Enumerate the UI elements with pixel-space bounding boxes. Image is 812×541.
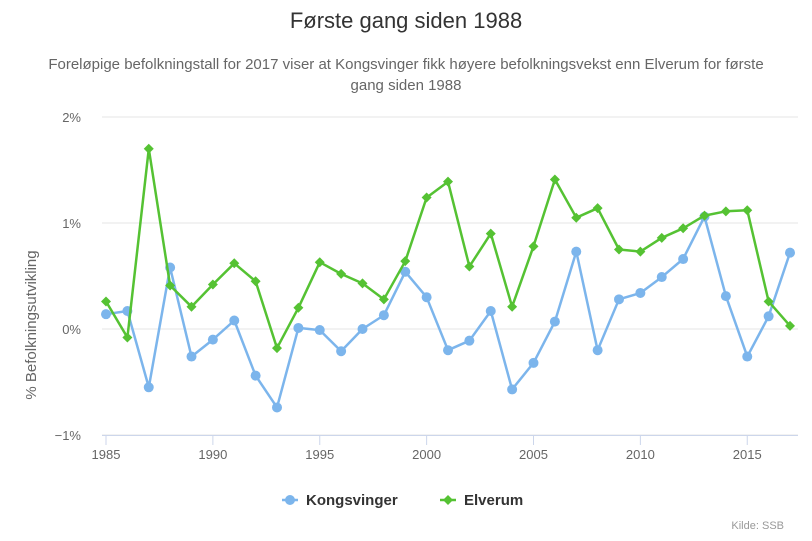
data-point[interactable]: [357, 278, 368, 289]
credits[interactable]: Kilde: SSB: [731, 520, 784, 532]
x-tick-label: 2005: [519, 447, 548, 462]
data-point[interactable]: [678, 254, 689, 265]
data-point[interactable]: [357, 324, 368, 334]
data-point[interactable]: [485, 228, 496, 239]
data-point[interactable]: [720, 291, 731, 302]
data-point[interactable]: [314, 257, 325, 268]
x-tick-label: 2015: [733, 447, 762, 462]
data-point[interactable]: [207, 334, 218, 345]
data-point[interactable]: [421, 292, 432, 303]
data-point[interactable]: [400, 266, 411, 277]
y-tick-label: 0%: [62, 322, 81, 337]
legend-item-elverum[interactable]: Elverum: [440, 492, 523, 509]
data-point[interactable]: [101, 309, 111, 320]
data-point[interactable]: [207, 279, 218, 290]
data-point[interactable]: [293, 302, 304, 313]
data-point[interactable]: [464, 335, 475, 346]
data-point[interactable]: [614, 244, 624, 255]
data-point[interactable]: [229, 258, 240, 269]
data-point[interactable]: [464, 261, 475, 272]
series-kongsvinger[interactable]: [101, 211, 795, 413]
data-point[interactable]: [143, 382, 154, 393]
data-point[interactable]: [635, 246, 646, 257]
data-point[interactable]: [763, 296, 774, 307]
data-point[interactable]: [742, 205, 753, 216]
x-tick-label: 1985: [92, 447, 121, 462]
grid-lines: [102, 116, 798, 436]
chart-title: Første gang siden 1988: [289, 8, 523, 33]
data-point[interactable]: [485, 305, 496, 316]
y-tick-label: 2%: [62, 110, 81, 125]
data-point[interactable]: [571, 246, 582, 257]
legend-marker: [285, 495, 295, 505]
data-point[interactable]: [656, 272, 667, 283]
data-point[interactable]: [400, 256, 411, 267]
data-point[interactable]: [528, 357, 539, 368]
data-point[interactable]: [678, 223, 689, 234]
data-point[interactable]: [293, 322, 304, 333]
data-point[interactable]: [186, 351, 197, 362]
data-point[interactable]: [272, 343, 282, 354]
data-point[interactable]: [272, 402, 282, 413]
data-point[interactable]: [549, 316, 560, 327]
data-point[interactable]: [443, 176, 453, 187]
x-tick-label: 2010: [626, 447, 655, 462]
data-point[interactable]: [229, 315, 240, 326]
data-point[interactable]: [443, 345, 453, 356]
x-tick-label: 2000: [412, 447, 441, 462]
data-point[interactable]: [143, 143, 154, 154]
data-point[interactable]: [763, 311, 774, 322]
chart-subtitle: Foreløpige befolkningstall for 2017 vise…: [48, 56, 764, 94]
y-axis-ticks: 2% 1% 0% −1%: [55, 110, 82, 443]
data-point[interactable]: [101, 296, 111, 307]
y-tick-label: −1%: [55, 428, 82, 443]
data-point[interactable]: [699, 210, 710, 221]
data-point[interactable]: [250, 370, 261, 381]
series-line[interactable]: [104, 215, 792, 409]
data-point[interactable]: [528, 241, 539, 252]
data-point[interactable]: [592, 345, 603, 356]
data-point[interactable]: [336, 268, 347, 279]
x-axis: 1985 1990 1995 2000 2005 2010 2015: [92, 435, 798, 462]
legend-label: Kongsvinger: [306, 492, 398, 509]
x-tick-label: 1990: [198, 447, 227, 462]
data-point[interactable]: [635, 287, 646, 298]
data-point[interactable]: [614, 294, 624, 305]
y-axis-label: % Befolkningsutvikling: [23, 250, 40, 399]
data-point[interactable]: [165, 280, 176, 291]
data-point[interactable]: [421, 192, 432, 203]
series-elverum[interactable]: [101, 143, 795, 354]
data-point[interactable]: [785, 247, 795, 258]
legend-label: Elverum: [464, 492, 523, 509]
data-point[interactable]: [785, 320, 795, 331]
data-point[interactable]: [378, 310, 389, 321]
y-tick-label: 1%: [62, 216, 81, 231]
data-point[interactable]: [720, 206, 731, 217]
data-point[interactable]: [250, 276, 261, 287]
data-point[interactable]: [571, 212, 582, 223]
data-point[interactable]: [378, 294, 389, 305]
data-point[interactable]: [314, 325, 325, 336]
data-point[interactable]: [656, 232, 667, 243]
data-point[interactable]: [592, 203, 603, 214]
x-tick-label: 1995: [305, 447, 334, 462]
series-layer: [101, 143, 795, 413]
data-point[interactable]: [549, 174, 560, 185]
data-point[interactable]: [186, 301, 197, 312]
legend-marker: [443, 495, 453, 505]
legend-item-kongsvinger[interactable]: Kongsvinger: [282, 492, 398, 509]
data-point[interactable]: [507, 384, 518, 395]
data-point[interactable]: [507, 301, 518, 312]
data-point[interactable]: [742, 351, 753, 362]
data-point[interactable]: [336, 346, 347, 357]
data-point[interactable]: [122, 332, 133, 343]
legend: Kongsvinger Elverum: [282, 492, 523, 509]
